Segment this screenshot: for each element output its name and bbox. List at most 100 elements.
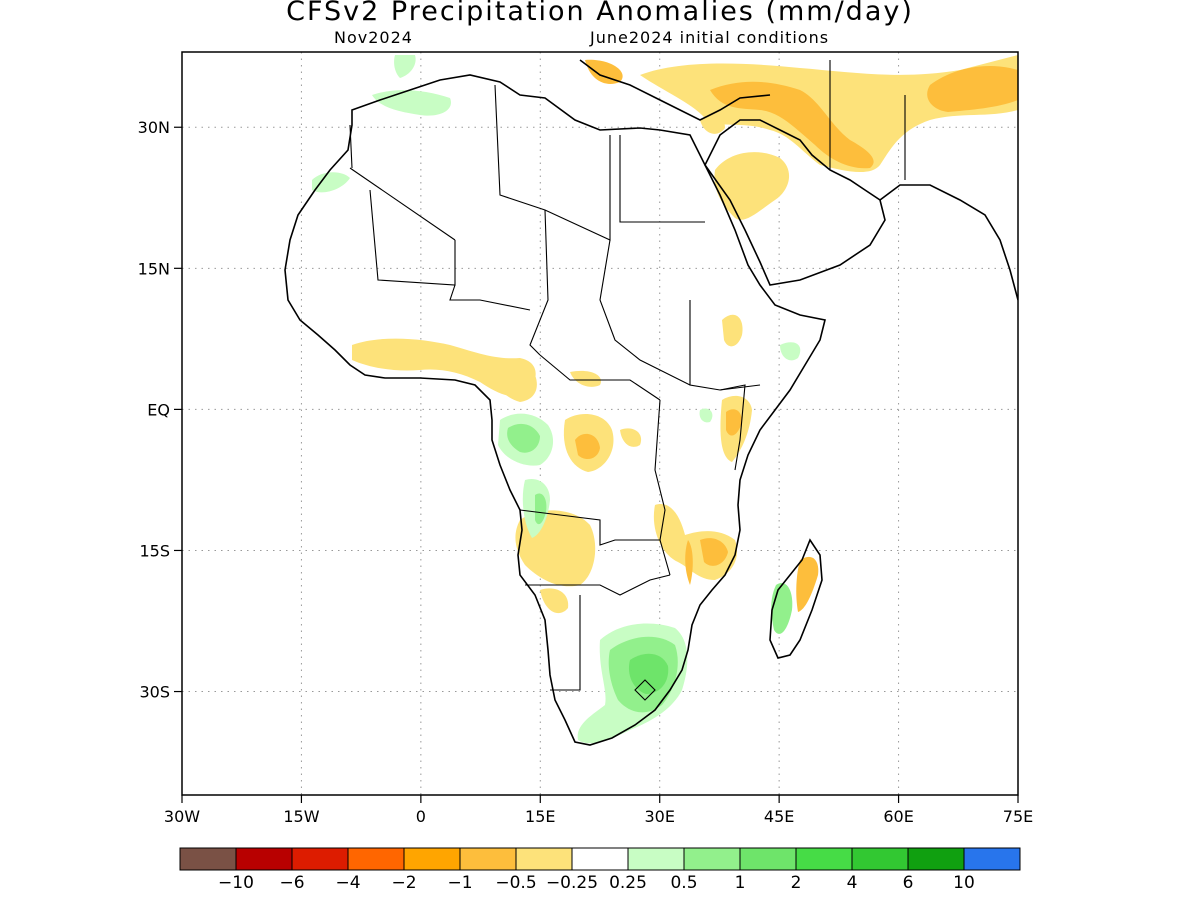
colorbar-swatch [403,847,461,871]
anomaly-gabon-core [507,423,540,453]
colorbar-swatch [963,847,1021,871]
lon-tick-label: 30W [164,807,200,826]
colorbar-swatch [459,847,517,871]
colorbar-swatch [627,847,685,871]
anomaly-arabia [714,152,790,220]
colorbar-label: 4 [847,873,858,893]
europe-coastline [579,59,771,121]
colorbar-swatch [683,847,741,871]
map-plot-area [182,52,1018,795]
border-segment [449,284,531,311]
colorbar-label: −10 [218,873,254,893]
anomaly-uganda-wet [699,408,713,423]
anomaly-shading [312,55,1018,744]
lat-tick-label: 15S [139,541,170,560]
colorbar-swatch [571,847,629,871]
border-segment [550,595,581,691]
anomaly-angola-west-core [535,493,547,525]
colorbar-label: −0.25 [546,873,598,893]
country-borders [349,60,906,701]
lat-tick-label: 30S [139,683,170,702]
colorbar-label: 1 [735,873,746,893]
lon-tick-label: 75E [1003,807,1033,826]
border-segment [349,124,353,169]
colorbar-swatch [179,847,237,871]
anomaly-ethiopia [722,314,743,347]
border-segment [519,509,660,546]
colorbar-swatch [739,847,797,871]
anomaly-malawi [685,540,693,585]
lat-tick-label: 15N [138,259,170,278]
colorbar-label: 0.5 [670,873,697,893]
border-segment [719,384,746,471]
border-segment [689,300,761,391]
border-segment [525,574,671,596]
anomaly-madagascar-west [771,582,793,634]
lon-tick-label: 60E [883,807,913,826]
colorbar-label: −4 [335,873,360,893]
anomaly-nigeria [490,361,537,402]
anomaly-kenya-core [726,409,742,436]
latitude-axis: 30N 15N EQ 15S 30S [138,118,182,702]
valid-month-label: Nov2024 [334,28,413,47]
colorbar-swatch [515,847,573,871]
anomaly-congo-east [620,428,642,447]
colorbar-label: −6 [279,873,304,893]
lon-tick-label: 30E [644,807,674,826]
lat-tick-label: EQ [147,400,170,419]
initial-conditions-label: June2024 initial conditions [590,28,830,47]
anomaly-mozambique-core [700,538,728,566]
anomaly-namibia [540,588,569,614]
anomaly-morocco [372,90,451,116]
longitude-axis: 30W 15W 0 15E 30E 45E 60E 75E [164,795,1033,826]
border-segment [349,167,456,241]
africa-coastline [284,74,826,746]
anomaly-north-africa-dry [585,59,623,84]
lon-tick-label: 15W [283,807,319,826]
colorbar-label: 10 [953,873,975,893]
colorbar-label: 6 [903,873,914,893]
border-segment [619,135,705,223]
colorbar-label: −2 [391,873,416,893]
anomaly-congo-core [575,433,600,460]
colorbar-swatch [795,847,853,871]
anomaly-madagascar-east [796,556,819,612]
anomaly-iran-core [710,81,874,169]
anomaly-mozambique-outer [653,504,738,580]
anomaly-north-africa-wet [394,55,416,78]
colorbar-label: −0.5 [495,873,536,893]
colorbar-label: 0.25 [609,873,647,893]
lon-tick-label: 15E [525,807,555,826]
anomaly-sinai [700,115,725,134]
asia-coastline [879,184,1018,301]
anomaly-western-sahara [312,172,350,193]
colorbar: −10 −6 −4 −2 −1 −0.5 −0.25 0.25 0.5 1 2 4 6 10 [179,847,1021,893]
border-segment [634,679,656,701]
map-title: CFSv2 Precipitation Anomalies (mm/day) [286,0,914,27]
colorbar-label: 2 [791,873,802,893]
border-segment [599,239,691,386]
border-segment [494,84,611,241]
border-segment [369,189,456,286]
anomaly-south-africa-core [628,653,669,694]
map-frame [181,51,1019,796]
madagascar-coastline [769,538,823,659]
lon-tick-label: 45E [764,807,794,826]
anomaly-east-africa-wet [780,342,801,361]
colorbar-swatch [235,847,293,871]
colorbar-swatch [291,847,349,871]
coastlines [284,59,1018,746]
border-segment [539,354,661,401]
anomaly-afghanistan [927,65,1018,112]
colorbar-swatch [851,847,909,871]
border-segment [654,399,671,576]
colorbar-swatch [347,847,405,871]
lat-tick-label: 30N [138,118,170,137]
border-segment [529,209,549,356]
anomaly-guinea-coast [352,338,536,397]
colorbar-label: −1 [447,873,472,893]
anomaly-central-africa-north [570,370,601,387]
lon-tick-label: 0 [416,807,426,826]
arabia-coastline [704,119,886,286]
